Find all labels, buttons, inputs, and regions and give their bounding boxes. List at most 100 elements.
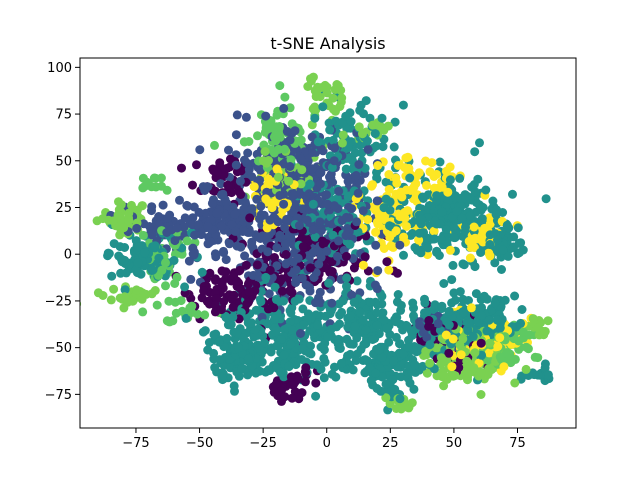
- scatter-point: [377, 372, 387, 382]
- x-tick-label: 50: [446, 436, 463, 451]
- scatter-point: [270, 314, 280, 324]
- scatter-point: [328, 93, 338, 103]
- x-tick-label: −25: [249, 436, 276, 451]
- y-tick-label: −75: [45, 388, 72, 403]
- scatter-point: [175, 195, 184, 205]
- scatter-point: [371, 368, 380, 378]
- scatter-point: [113, 211, 123, 221]
- scatter-point: [243, 148, 253, 158]
- scatter-point: [401, 402, 411, 412]
- scatter-point: [260, 338, 269, 348]
- scatter-point: [193, 220, 203, 230]
- scatter-point: [517, 371, 527, 381]
- x-axis: −75 −50 −25 0 25 50 75: [122, 428, 526, 451]
- scatter-point: [530, 352, 540, 362]
- y-tick-label: −50: [45, 341, 72, 356]
- scatter-point: [293, 253, 303, 263]
- scatter-point: [144, 179, 154, 189]
- scatter-point: [345, 239, 355, 249]
- scatter-point: [327, 257, 337, 267]
- scatter-point: [235, 176, 245, 186]
- scatter-point: [188, 213, 198, 223]
- scatter-point: [473, 174, 483, 184]
- scatter-point: [379, 203, 389, 213]
- scatter-point: [354, 160, 364, 169]
- scatter-point: [508, 189, 517, 199]
- scatter-point: [282, 127, 292, 136]
- scatter-point: [313, 137, 323, 147]
- scatter-point: [422, 180, 431, 190]
- scatter-point: [280, 239, 290, 249]
- scatter-point: [450, 371, 460, 380]
- scatter-point: [161, 258, 170, 268]
- scatter-point: [286, 308, 296, 318]
- scatter-point: [437, 207, 447, 217]
- scatter-point: [177, 163, 186, 173]
- scatter-point: [391, 226, 401, 236]
- scatter-point: [290, 126, 300, 136]
- scatter-point: [361, 96, 371, 106]
- scatter-point: [232, 328, 242, 338]
- scatter-point: [510, 378, 520, 388]
- scatter-point: [266, 347, 276, 357]
- scatter-point: [327, 298, 337, 308]
- scatter-point: [233, 343, 243, 353]
- scatter-point: [353, 188, 363, 198]
- scatter-point: [262, 223, 272, 233]
- scatter-point: [209, 330, 219, 340]
- scatter-point: [120, 292, 130, 302]
- scatter-point: [221, 311, 230, 321]
- scatter-point: [332, 251, 342, 261]
- scatter-point: [261, 194, 271, 204]
- scatter-point: [216, 305, 226, 315]
- scatter-point: [154, 212, 164, 221]
- scatter-point: [230, 226, 240, 236]
- scatter-point: [243, 279, 253, 289]
- scatter-point: [391, 317, 401, 327]
- scatter-point: [327, 267, 337, 276]
- scatter-point: [199, 286, 209, 296]
- scatter-point: [227, 295, 237, 304]
- scatter-point: [379, 315, 389, 325]
- scatter-point: [390, 117, 400, 127]
- scatter-point: [366, 297, 376, 307]
- scatter-point: [347, 204, 357, 214]
- scatter-point: [329, 201, 339, 211]
- scatter-point: [424, 316, 434, 325]
- scatter-point: [398, 100, 408, 110]
- scatter-point: [332, 194, 342, 204]
- scatter-point: [337, 93, 347, 103]
- scatter-point: [279, 350, 289, 360]
- scatter-point: [363, 356, 372, 366]
- scatter-point: [328, 230, 338, 240]
- scatter-point: [270, 253, 279, 262]
- scatter-point: [462, 356, 472, 366]
- scatter-point: [232, 110, 242, 120]
- scatter-point: [176, 296, 186, 306]
- scatter-point: [272, 164, 282, 174]
- scatter-point: [329, 156, 339, 166]
- scatter-point: [348, 365, 358, 375]
- scatter-point: [147, 206, 156, 216]
- scatter-point: [236, 190, 246, 199]
- scatter-point: [365, 113, 375, 123]
- scatter-point: [492, 315, 502, 325]
- scatter-point: [106, 295, 116, 305]
- scatter-point: [430, 234, 440, 244]
- scatter-point: [219, 297, 229, 307]
- scatter-point: [436, 359, 446, 369]
- scatter-point: [469, 243, 479, 253]
- scatter-point: [354, 122, 364, 132]
- scatter-point: [425, 358, 435, 368]
- scatter-point: [148, 265, 158, 275]
- scatter-point: [272, 341, 282, 351]
- scatter-point: [541, 194, 551, 204]
- scatter-point: [286, 372, 296, 382]
- scatter-point: [543, 316, 553, 326]
- scatter-point: [180, 282, 190, 292]
- scatter-point: [308, 225, 318, 235]
- scatter-point: [247, 204, 257, 214]
- scatter-point: [498, 245, 508, 255]
- scatter-point: [358, 129, 367, 139]
